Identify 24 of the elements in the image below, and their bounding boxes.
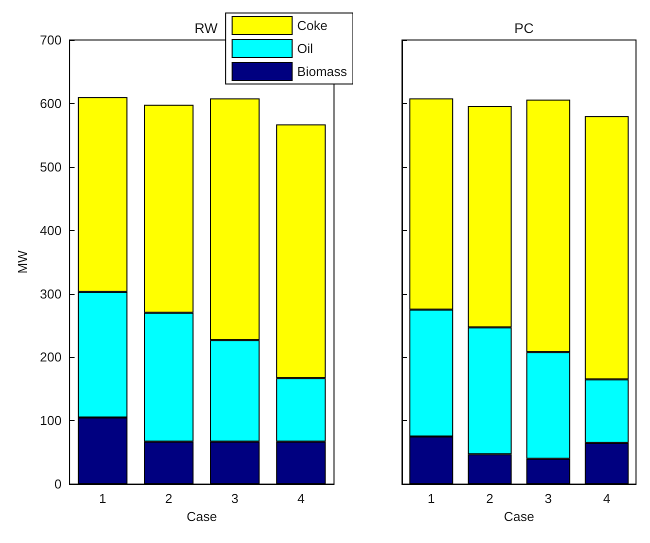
x-axis-title: Case	[504, 509, 534, 524]
x-tick-label: 4	[603, 491, 610, 506]
x-tick-label: 2	[486, 491, 494, 506]
legend-label: Biomass	[297, 64, 348, 79]
x-axis-title: Case	[186, 509, 217, 524]
x-tick-label: 3	[544, 491, 552, 506]
y-axis-title: MW	[15, 250, 30, 274]
y-tick-label: 200	[40, 350, 62, 365]
legend-label: Oil	[297, 41, 314, 56]
x-tick-label: 1	[428, 491, 435, 506]
x-tick-label: 1	[99, 491, 106, 506]
x-tick-label: 4	[297, 491, 305, 506]
y-tick-label: 400	[40, 222, 62, 238]
y-tick-label: 600	[40, 96, 62, 111]
y-tick-label: 700	[40, 32, 62, 48]
y-tick-label: 500	[40, 159, 62, 174]
y-tick-label: 0	[54, 476, 62, 492]
x-tick-label: 2	[165, 491, 172, 506]
y-tick-label: 300	[40, 286, 62, 302]
y-tick-label: 100	[40, 413, 62, 428]
legend-label: Coke	[297, 18, 328, 33]
chart-title: RW	[194, 20, 218, 36]
chart-title: PC	[514, 20, 534, 36]
x-tick-label: 3	[231, 491, 238, 506]
